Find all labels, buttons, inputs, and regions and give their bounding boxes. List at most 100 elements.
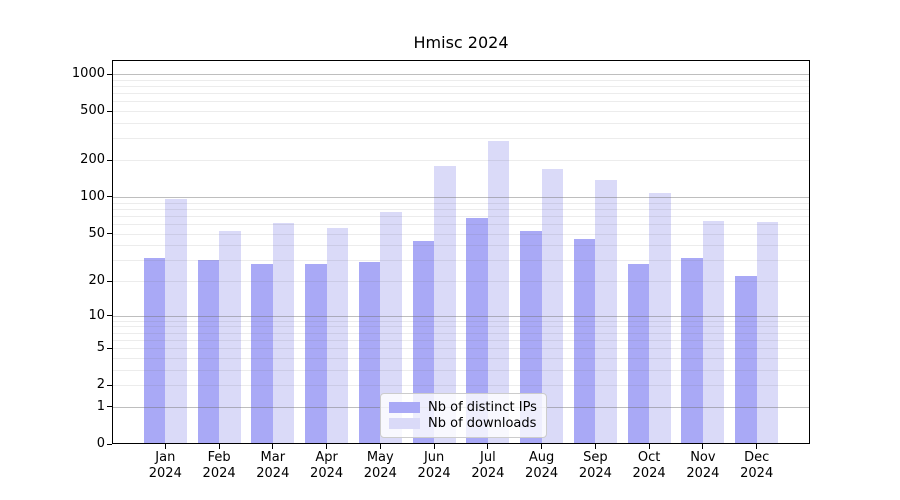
legend-swatch-downloads <box>389 418 420 429</box>
gridline-major <box>112 315 810 317</box>
y-tick <box>107 73 112 75</box>
y-tick-label: 1 <box>96 398 105 414</box>
grid-layer <box>112 60 810 444</box>
x-tick-label: Aug 2024 <box>525 450 559 481</box>
x-tick <box>702 444 704 449</box>
x-tick-label: Dec 2024 <box>740 450 774 481</box>
gridline-minor <box>112 233 810 235</box>
x-tick <box>433 444 435 449</box>
gridline-minor <box>112 86 810 87</box>
chart-title: Hmisc 2024 <box>413 33 509 52</box>
gridline-minor <box>112 215 810 217</box>
gridline-minor <box>112 357 810 359</box>
plot-area <box>112 60 810 444</box>
y-tick <box>107 110 112 112</box>
gridline-minor <box>112 245 810 247</box>
bar-distinct-ips-nov <box>681 258 703 444</box>
y-tick <box>107 159 112 161</box>
bar-distinct-ips-mar <box>251 263 273 444</box>
legend-label-distinct-ips: Nb of distinct IPs <box>428 400 537 415</box>
y-tick-label: 20 <box>88 273 105 288</box>
bar-distinct-ips-jan <box>143 258 166 444</box>
x-tick <box>756 444 758 449</box>
y-tick <box>107 280 112 282</box>
legend: Nb of distinct IPs Nb of downloads <box>380 393 547 438</box>
x-tick-label: Feb 2024 <box>202 450 236 481</box>
gridline-minor <box>112 281 810 282</box>
bar-downloads-may <box>380 212 402 444</box>
y-tick <box>107 315 112 317</box>
x-tick-label: Jun 2024 <box>417 450 451 481</box>
bar-distinct-ips-aug <box>520 231 542 444</box>
y-tick <box>107 233 112 234</box>
x-tick-label: Jan 2024 <box>148 450 182 481</box>
bar-downloads-aug <box>541 169 564 444</box>
gridline-minor <box>112 202 810 204</box>
bar-distinct-ips-feb <box>197 260 220 444</box>
bar-distinct-ips-sep <box>573 239 596 444</box>
gridline-minor <box>112 385 810 387</box>
gridline-minor <box>112 208 810 210</box>
bar-downloads-jul <box>487 140 510 444</box>
y-tick-label: 5 <box>96 340 105 356</box>
x-tick <box>594 444 596 449</box>
x-tick <box>541 444 543 449</box>
bar-distinct-ips-dec <box>735 276 757 444</box>
bar-downloads-mar <box>272 223 295 444</box>
x-tick <box>648 444 650 449</box>
y-tick <box>107 406 112 408</box>
gridline-minor <box>112 111 810 113</box>
gridline-minor <box>112 348 810 350</box>
bar-downloads-feb <box>219 231 241 444</box>
bar-downloads-oct <box>649 192 671 444</box>
x-tick-label: Nov 2024 <box>686 450 720 481</box>
x-tick-label: May 2024 <box>363 450 397 481</box>
bar-downloads-dec <box>756 222 779 444</box>
y-tick-label: 1000 <box>71 66 105 81</box>
gridline-minor <box>112 260 810 262</box>
gridline-major <box>112 74 810 75</box>
gridline-minor <box>112 223 810 225</box>
bar-downloads-sep <box>595 180 617 444</box>
bar-downloads-apr <box>326 228 349 444</box>
bar-downloads-nov <box>702 220 725 444</box>
y-tick-label: 2 <box>96 377 105 393</box>
y-tick <box>107 347 112 349</box>
x-tick-label: Oct 2024 <box>632 450 666 481</box>
x-tick-label: Sep 2024 <box>578 450 612 481</box>
x-tick <box>487 444 489 449</box>
y-tick-label: 50 <box>88 225 105 241</box>
x-tick <box>218 444 220 449</box>
y-tick-label: 10 <box>88 307 105 323</box>
x-tick <box>379 444 381 449</box>
bars-layer <box>112 60 810 444</box>
bar-distinct-ips-jul <box>466 218 488 444</box>
y-tick-label: 200 <box>80 152 105 167</box>
gridline-minor <box>112 101 810 103</box>
legend-row-downloads: Nb of downloads <box>389 416 538 431</box>
legend-swatch-distinct-ips <box>389 402 420 413</box>
gridline-minor <box>112 123 810 124</box>
gridline-minor <box>112 339 810 341</box>
gridline-minor <box>112 138 810 140</box>
y-tick <box>107 384 112 386</box>
legend-row-distinct-ips: Nb of distinct IPs <box>389 400 538 415</box>
y-tick-label: 500 <box>80 103 105 119</box>
x-tick <box>272 444 274 449</box>
bar-distinct-ips-apr <box>305 263 327 444</box>
bar-downloads-jun <box>434 165 456 444</box>
y-tick <box>107 196 112 198</box>
legend-label-downloads: Nb of downloads <box>428 416 537 431</box>
y-tick <box>107 443 112 445</box>
gridline-minor <box>112 326 810 328</box>
y-tick-label: 100 <box>80 188 105 204</box>
gridline-minor <box>112 79 810 81</box>
gridline-minor <box>112 93 810 95</box>
x-tick <box>164 444 166 449</box>
x-tick-label: Mar 2024 <box>256 450 290 481</box>
x-tick <box>326 444 328 449</box>
x-tick-label: Jul 2024 <box>471 450 505 481</box>
bar-distinct-ips-oct <box>627 263 650 444</box>
gridline-minor <box>112 332 810 334</box>
